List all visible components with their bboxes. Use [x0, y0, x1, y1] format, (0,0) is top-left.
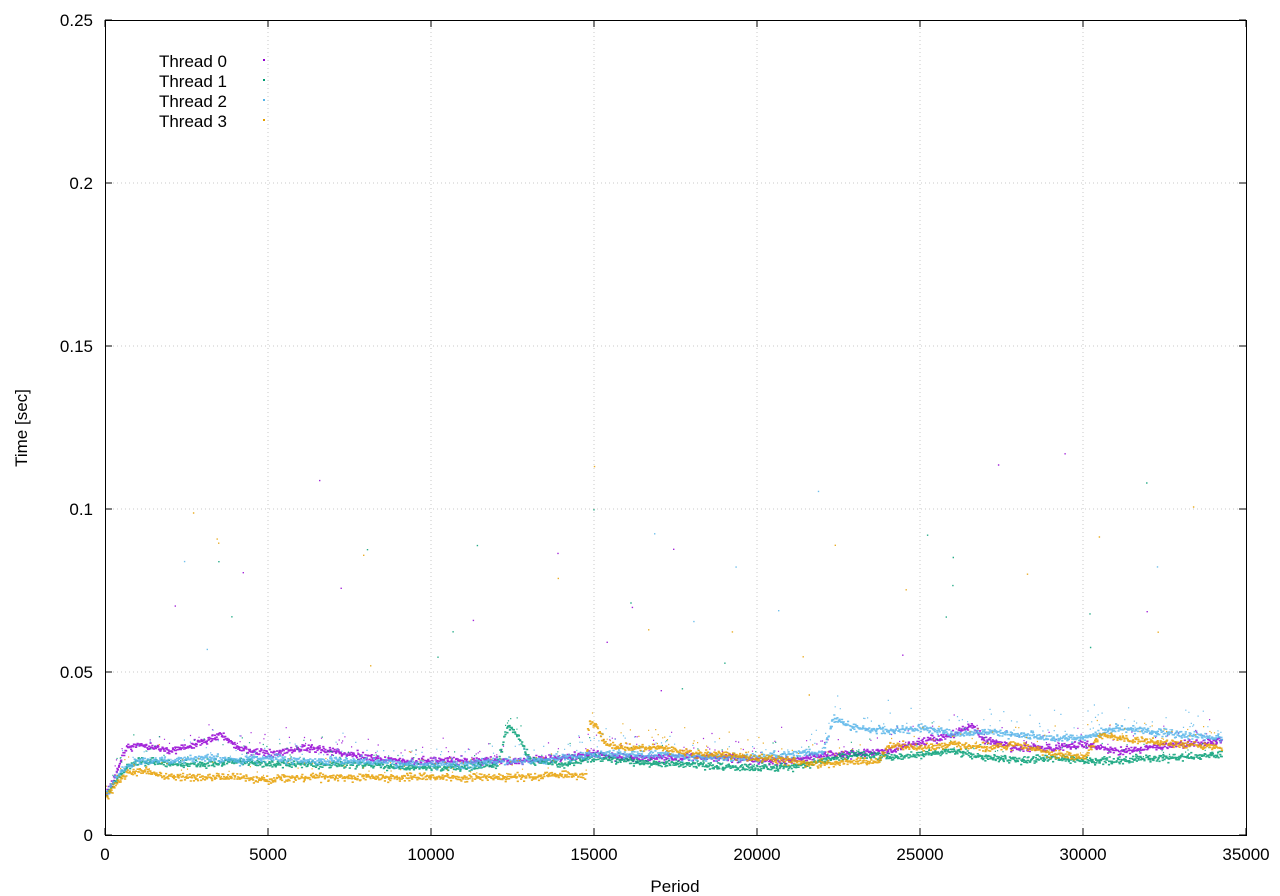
series-0-points	[105, 453, 1223, 796]
y-tick-label: 0.25	[60, 11, 93, 30]
y-axis-label: Time [sec]	[12, 389, 31, 467]
legend-item: Thread 1	[159, 72, 265, 91]
x-axis-label: Period	[650, 877, 699, 896]
legend-marker	[263, 79, 265, 81]
grid	[105, 20, 1246, 835]
legend-marker	[263, 119, 265, 121]
y-tick-label: 0	[84, 826, 93, 845]
y-tick-label: 0.2	[69, 174, 93, 193]
x-tick-label: 25000	[896, 845, 943, 864]
x-tick-label: 5000	[249, 845, 287, 864]
legend-label: Thread 2	[159, 92, 227, 111]
series-0-markers	[105, 453, 1223, 796]
x-tick-label: 30000	[1059, 845, 1106, 864]
legend-item: Thread 0	[159, 52, 265, 71]
legend-marker	[263, 99, 265, 101]
x-tick-label: 15000	[570, 845, 617, 864]
legend-label: Thread 0	[159, 52, 227, 71]
legend-item: Thread 2	[159, 92, 265, 111]
legend-item: Thread 3	[159, 112, 265, 131]
y-tick-label: 0.15	[60, 337, 93, 356]
legend-label: Thread 3	[159, 112, 227, 131]
plot-frame	[105, 20, 1247, 836]
legend-label: Thread 1	[159, 72, 227, 91]
legend-marker	[263, 59, 265, 61]
y-tick-label: 0.1	[69, 500, 93, 519]
data-points	[105, 453, 1224, 800]
x-tick-label: 10000	[407, 845, 454, 864]
x-tick-label: 20000	[733, 845, 780, 864]
x-tick-label: 35000	[1222, 845, 1269, 864]
x-tick-label: 0	[100, 845, 109, 864]
axis-ticks: 0 5000 10000 15000 20000 25000 30000 35000 0 0.05…	[60, 11, 1270, 864]
y-tick-label: 0.05	[60, 663, 93, 682]
